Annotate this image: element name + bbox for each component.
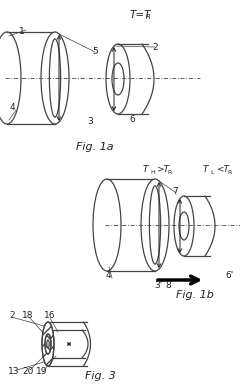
Text: 6': 6' — [226, 271, 234, 280]
Polygon shape — [48, 322, 90, 366]
Text: 8: 8 — [165, 280, 171, 289]
Text: 19: 19 — [36, 368, 48, 377]
Text: Fig. 3: Fig. 3 — [85, 371, 115, 381]
Text: 4: 4 — [9, 104, 15, 113]
Text: H: H — [150, 170, 155, 174]
Text: Fig. 1a: Fig. 1a — [76, 142, 114, 152]
Text: 3: 3 — [87, 118, 93, 127]
Text: 2: 2 — [152, 43, 158, 52]
Ellipse shape — [93, 179, 121, 271]
Text: T: T — [143, 165, 148, 174]
Text: T=T: T=T — [130, 10, 151, 20]
Text: 1: 1 — [19, 27, 25, 36]
Ellipse shape — [149, 186, 161, 264]
Polygon shape — [118, 44, 148, 114]
Text: 7: 7 — [172, 188, 178, 197]
Ellipse shape — [141, 179, 169, 271]
Text: T: T — [203, 165, 208, 174]
Ellipse shape — [45, 334, 51, 354]
Text: 13: 13 — [8, 368, 20, 377]
Text: L: L — [210, 170, 214, 174]
Polygon shape — [7, 32, 55, 124]
Text: 20: 20 — [22, 368, 34, 377]
Text: 16: 16 — [44, 312, 56, 321]
Text: 2: 2 — [9, 312, 15, 321]
Ellipse shape — [41, 32, 69, 124]
Text: Fig. 1b: Fig. 1b — [176, 290, 214, 300]
Ellipse shape — [47, 340, 49, 348]
Polygon shape — [107, 179, 155, 271]
Text: 4: 4 — [105, 271, 111, 280]
Text: R: R — [146, 14, 151, 20]
Text: 18: 18 — [22, 312, 34, 321]
Ellipse shape — [106, 44, 130, 114]
Text: R: R — [167, 170, 171, 174]
Ellipse shape — [112, 63, 124, 95]
Text: R: R — [227, 170, 231, 174]
Ellipse shape — [42, 322, 54, 366]
Ellipse shape — [0, 32, 21, 124]
Ellipse shape — [179, 212, 189, 240]
Text: <T: <T — [216, 165, 229, 174]
Text: >T: >T — [156, 165, 169, 174]
Text: 5: 5 — [92, 47, 98, 57]
Ellipse shape — [49, 39, 60, 117]
Polygon shape — [184, 196, 210, 256]
Text: 6: 6 — [129, 115, 135, 124]
Text: 3': 3' — [154, 280, 162, 289]
Ellipse shape — [174, 196, 194, 256]
